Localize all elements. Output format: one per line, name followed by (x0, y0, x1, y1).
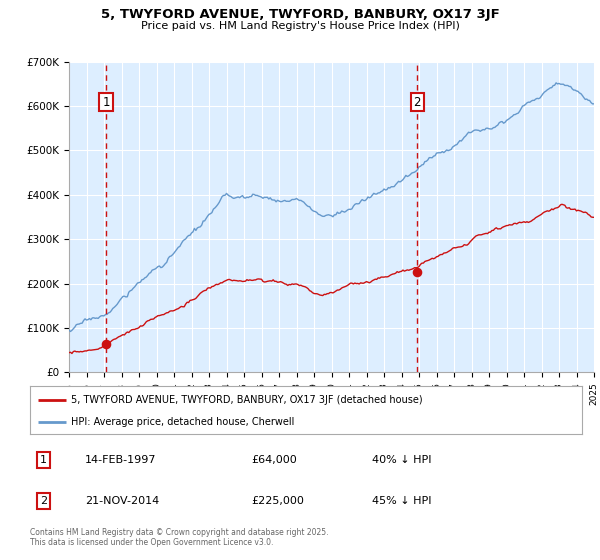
Text: Price paid vs. HM Land Registry's House Price Index (HPI): Price paid vs. HM Land Registry's House … (140, 21, 460, 31)
Text: £225,000: £225,000 (251, 496, 304, 506)
Text: Contains HM Land Registry data © Crown copyright and database right 2025.
This d: Contains HM Land Registry data © Crown c… (30, 528, 329, 547)
Text: 1: 1 (40, 455, 47, 465)
Point (412, 268, 422, 277)
Text: 5, TWYFORD AVENUE, TWYFORD, BANBURY, OX17 3JF (detached house): 5, TWYFORD AVENUE, TWYFORD, BANBURY, OX1… (71, 395, 423, 405)
Text: £64,000: £64,000 (251, 455, 296, 465)
Text: 21-NOV-2014: 21-NOV-2014 (85, 496, 160, 506)
Text: HPI: Average price, detached house, Cherwell: HPI: Average price, detached house, Cher… (71, 417, 295, 427)
Text: 40% ↓ HPI: 40% ↓ HPI (372, 455, 432, 465)
Text: 45% ↓ HPI: 45% ↓ HPI (372, 496, 432, 506)
Point (101, 339, 111, 348)
Text: 2: 2 (40, 496, 47, 506)
Text: 1: 1 (103, 96, 110, 109)
Text: 2: 2 (413, 96, 421, 109)
Text: 14-FEB-1997: 14-FEB-1997 (85, 455, 157, 465)
Text: 5, TWYFORD AVENUE, TWYFORD, BANBURY, OX17 3JF: 5, TWYFORD AVENUE, TWYFORD, BANBURY, OX1… (101, 8, 499, 21)
